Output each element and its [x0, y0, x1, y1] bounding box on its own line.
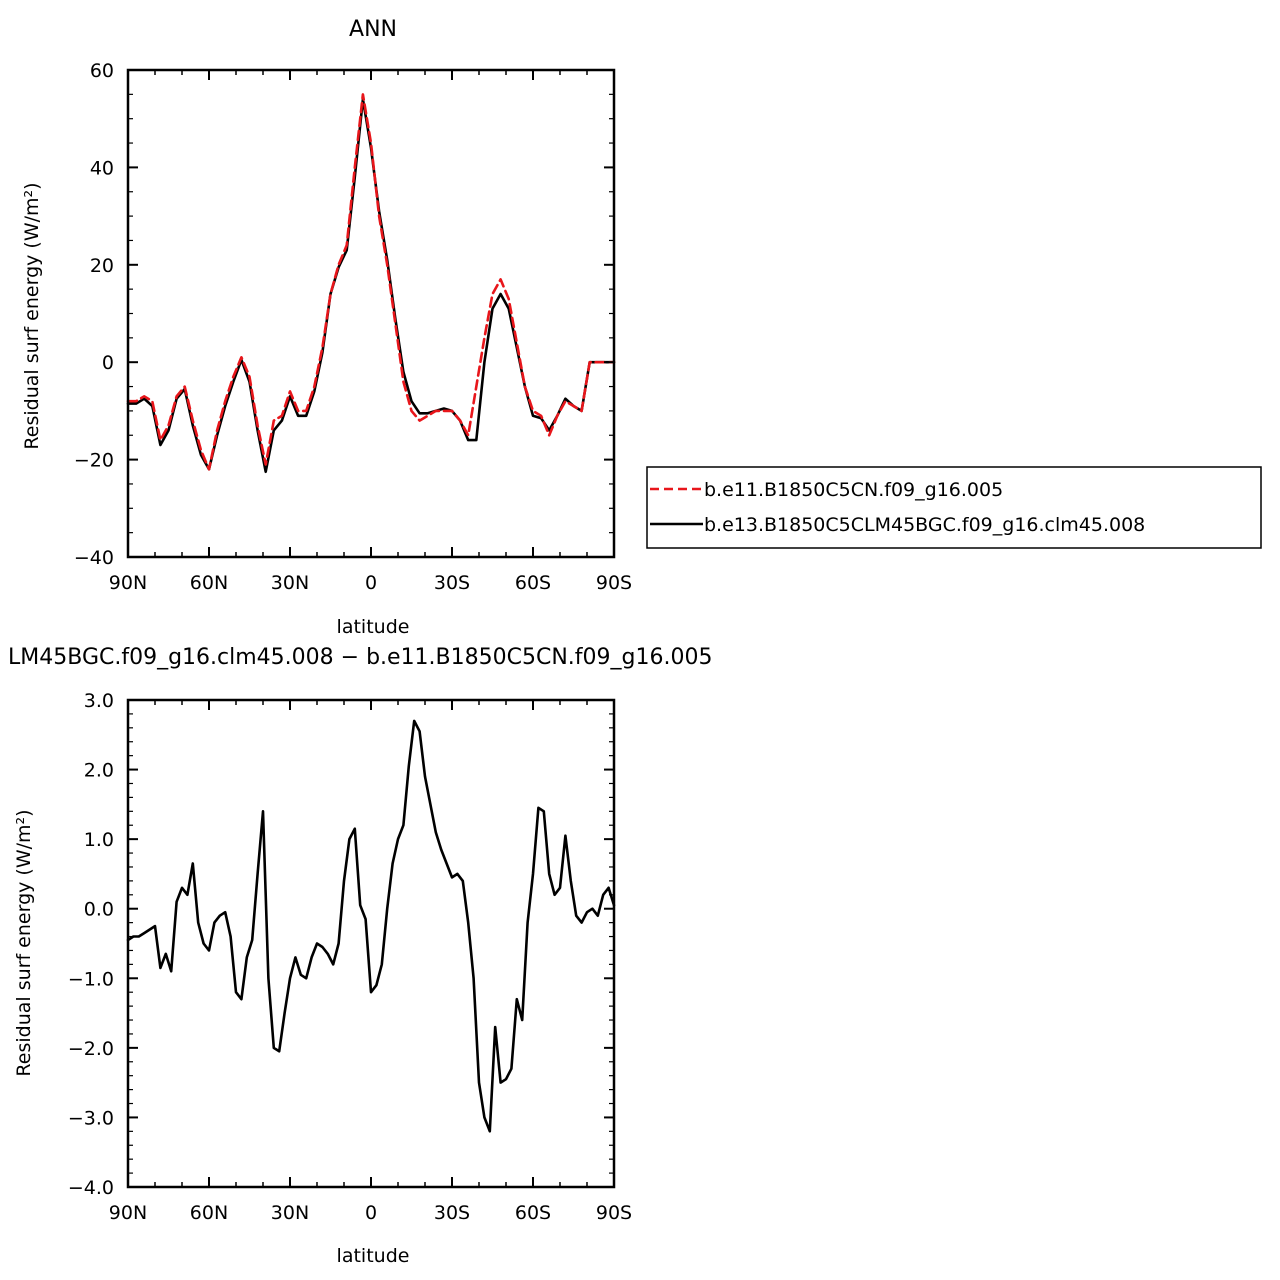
- top-x-tick-label: 90S: [596, 572, 632, 594]
- bottom-y-tick-label: −4.0: [68, 1177, 114, 1199]
- legend-entry-series-1: b.e11.B1850C5CN.f09_g16.005: [704, 479, 1003, 501]
- bottom-y-axis-label: Residual surf energy (W/m²): [13, 809, 35, 1076]
- legend-box: [646, 466, 1262, 549]
- top-x-tick-label: 30S: [434, 572, 470, 594]
- legend-entry-series-2: b.e13.B1850C5CLM45BGC.f09_g16.clm45.008: [704, 514, 1145, 536]
- top-y-tick-label: 20: [90, 255, 114, 277]
- bottom-x-tick-label: 30N: [271, 1202, 309, 1224]
- top-chart-panel: ANN Residual surf energy (W/m²) latitude…: [21, 17, 632, 638]
- bottom-x-tick-label: 60S: [515, 1202, 551, 1224]
- bottom-y-tick-label: 3.0: [84, 690, 114, 712]
- top-x-tick-label: 0: [365, 572, 377, 594]
- top-x-tick-label: 60N: [190, 572, 228, 594]
- top-y-tick-label: 0: [102, 352, 114, 374]
- bottom-chart-panel: LM45BGC.f09_g16.clm45.008 − b.e11.B1850C…: [8, 645, 712, 1267]
- top-y-tick-label: −40: [74, 547, 114, 569]
- bottom-chart-title: LM45BGC.f09_g16.clm45.008 − b.e11.B1850C…: [8, 645, 712, 670]
- bottom-y-tick-label: 2.0: [84, 760, 114, 782]
- bottom-x-tick-label: 90N: [109, 1202, 147, 1224]
- top-x-tick-label: 60S: [515, 572, 551, 594]
- bottom-y-tick-label: 0.0: [84, 899, 114, 921]
- top-y-tick-label: 40: [90, 157, 114, 179]
- top-y-axis-label: Residual surf energy (W/m²): [21, 182, 43, 449]
- top-x-tick-label: 90N: [109, 572, 147, 594]
- top-y-tick-label: −20: [74, 450, 114, 472]
- legend: b.e11.B1850C5CN.f09_g16.005 b.e13.B1850C…: [646, 466, 1262, 549]
- top-chart-title: ANN: [349, 17, 397, 42]
- bottom-x-axis-label: latitude: [337, 1245, 410, 1267]
- bottom-x-tick-label: 90S: [596, 1202, 632, 1224]
- top-x-axis-label: latitude: [337, 616, 410, 638]
- bottom-y-tick-label: −1.0: [68, 968, 114, 990]
- bottom-x-tick-label: 0: [365, 1202, 377, 1224]
- bottom-y-tick-label: −2.0: [68, 1038, 114, 1060]
- bottom-x-tick-label: 60N: [190, 1202, 228, 1224]
- bottom-y-tick-label: 1.0: [84, 829, 114, 851]
- top-y-tick-label: 60: [90, 60, 114, 82]
- bottom-series-line-1: [126, 719, 616, 1133]
- top-x-tick-label: 30N: [271, 572, 309, 594]
- bottom-plot-frame: [126, 698, 616, 1189]
- top-series-line-1: [126, 93, 616, 471]
- bottom-y-tick-label: −3.0: [68, 1107, 114, 1129]
- bottom-x-tick-label: 30S: [434, 1202, 470, 1224]
